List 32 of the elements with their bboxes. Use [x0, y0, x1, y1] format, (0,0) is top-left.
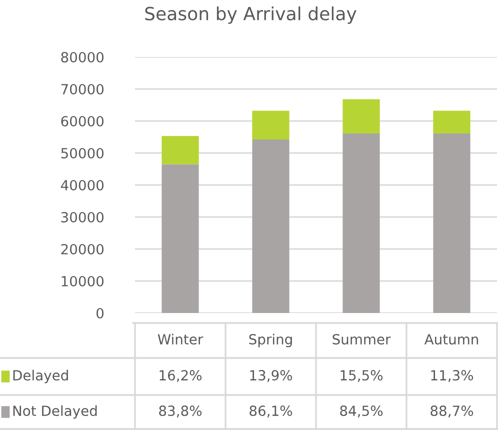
text: 15,5%	[340, 370, 383, 382]
text: 88,7%	[430, 406, 474, 418]
y-tick-label: 20000	[61, 244, 104, 254]
x-tick-label: Spring	[249, 334, 292, 348]
y-tick-label: 0	[96, 308, 104, 318]
text: 16,2%	[160, 370, 202, 382]
bar	[342, 133, 380, 313]
x-tick-label: Autumn	[424, 334, 478, 345]
y-tick-label: 30000	[61, 212, 104, 222]
chart-title: Season by Arrival delay	[145, 6, 356, 24]
text: 11,3%	[431, 370, 474, 382]
bar	[162, 136, 199, 164]
bar	[252, 140, 290, 313]
y-tick-label: 50000	[61, 148, 104, 158]
bar	[433, 133, 470, 313]
legend-label: Delayed	[13, 370, 68, 384]
y-tick-label: 40000	[60, 180, 104, 190]
text: 86,1%	[250, 406, 292, 418]
bar	[342, 99, 380, 134]
bar	[162, 164, 199, 313]
y-tick-label: 60000	[61, 116, 104, 126]
text: 84,5%	[340, 406, 383, 418]
legend-label: Not Delayed	[13, 405, 97, 419]
x-tick-label: Summer	[332, 334, 391, 345]
text: 13,9%	[250, 370, 292, 382]
text: 83,8%	[159, 406, 202, 418]
x-tick-label: Winter	[158, 334, 204, 345]
y-tick-label: 80000	[61, 52, 104, 62]
bar	[252, 110, 290, 140]
y-tick-label: 10000	[62, 276, 104, 286]
y-tick-label: 70000	[61, 84, 104, 94]
bar	[433, 110, 470, 134]
